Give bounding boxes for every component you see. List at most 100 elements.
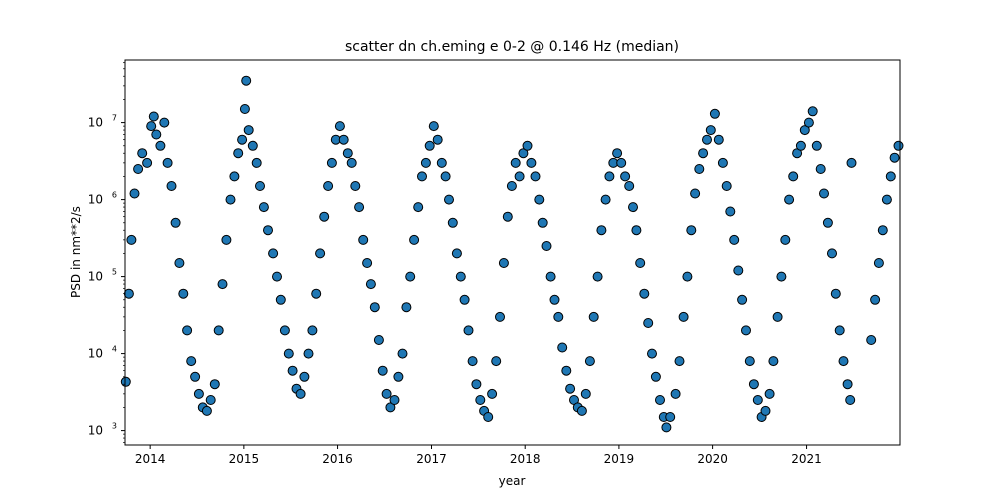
- data-point: [612, 148, 623, 159]
- x-tick-label: 2021: [791, 452, 822, 466]
- data-point: [193, 388, 204, 399]
- data-point: [588, 311, 599, 322]
- data-point: [628, 202, 638, 213]
- data-point: [377, 365, 388, 376]
- data-point: [553, 311, 564, 322]
- data-point: [717, 157, 728, 168]
- data-point: [428, 121, 439, 132]
- x-tick-label: 2020: [697, 452, 728, 466]
- data-point: [451, 248, 462, 259]
- data-point: [764, 388, 775, 399]
- data-point: [702, 134, 712, 145]
- data-point: [346, 157, 357, 168]
- data-point: [166, 181, 177, 191]
- plot-frame: [124, 59, 901, 446]
- data-point: [307, 325, 318, 336]
- data-point: [205, 395, 216, 405]
- data-point: [186, 356, 197, 367]
- data-point: [323, 181, 334, 191]
- data-point: [842, 379, 853, 390]
- x-tick-label: 2018: [510, 452, 541, 466]
- data-point: [463, 325, 474, 336]
- data-point: [639, 288, 650, 299]
- data-point: [362, 258, 373, 268]
- data-point: [279, 325, 290, 336]
- data-point: [334, 121, 345, 132]
- data-point: [459, 294, 470, 305]
- y-tick-exponent: 7: [112, 114, 117, 123]
- data-point: [807, 106, 818, 117]
- data-point: [815, 164, 826, 174]
- y-tick-exponent: 5: [112, 268, 117, 277]
- data-point: [123, 288, 134, 299]
- data-point: [877, 225, 888, 236]
- data-point: [272, 271, 282, 282]
- chart-title: scatter dn ch.eming e 0-2 @ 0.146 Hz (me…: [345, 39, 679, 55]
- data-point: [243, 125, 254, 136]
- data-point: [397, 348, 408, 359]
- data-point: [576, 405, 587, 416]
- data-point: [369, 302, 380, 313]
- data-point: [209, 379, 220, 390]
- data-point: [190, 371, 201, 382]
- data-point: [225, 194, 236, 205]
- data-point: [495, 311, 505, 322]
- data-point: [549, 294, 560, 305]
- data-point: [650, 371, 661, 382]
- data-point: [522, 140, 533, 151]
- data-point: [845, 395, 856, 405]
- data-point: [643, 318, 654, 328]
- data-point: [182, 325, 193, 336]
- data-point: [393, 371, 404, 382]
- data-point: [159, 117, 170, 128]
- data-point: [592, 271, 603, 282]
- data-point: [647, 348, 657, 359]
- data-point: [413, 202, 424, 213]
- data-point: [514, 171, 525, 182]
- data-point: [221, 234, 232, 245]
- data-point: [545, 271, 556, 282]
- data-point: [239, 104, 250, 114]
- data-point: [170, 217, 181, 228]
- data-point: [420, 157, 431, 168]
- data-point: [541, 241, 552, 251]
- y-tick-label: 10: [88, 424, 103, 438]
- data-point: [674, 356, 685, 367]
- x-tick-label: 2015: [229, 452, 260, 466]
- data-point: [686, 225, 697, 236]
- data-point: [417, 171, 427, 182]
- data-point: [596, 225, 607, 236]
- data-point: [487, 388, 498, 399]
- data-point: [866, 335, 877, 345]
- data-point: [381, 388, 392, 399]
- data-point: [283, 348, 294, 359]
- data-point: [873, 258, 884, 268]
- data-point: [760, 405, 771, 416]
- data-point: [534, 194, 545, 205]
- data-point: [748, 379, 759, 390]
- data-point: [510, 157, 521, 168]
- data-point: [255, 181, 265, 191]
- data-point: [129, 188, 140, 199]
- data-point: [881, 194, 892, 205]
- data-point: [409, 234, 420, 245]
- data-point: [752, 395, 763, 405]
- data-point: [768, 356, 779, 367]
- data-point: [471, 379, 482, 390]
- data-point: [405, 271, 416, 282]
- data-point: [795, 140, 806, 151]
- data-point: [561, 365, 572, 376]
- data-point: [584, 356, 595, 367]
- data-point: [178, 288, 189, 299]
- data-point: [713, 134, 724, 145]
- data-point: [483, 412, 494, 422]
- data-point: [811, 140, 822, 151]
- y-tick-label: 10: [88, 193, 103, 207]
- data-point: [893, 140, 904, 151]
- y-tick-exponent: 6: [112, 191, 117, 200]
- data-point: [217, 279, 228, 290]
- data-point: [729, 234, 740, 245]
- data-point: [326, 157, 337, 168]
- data-point: [241, 75, 252, 86]
- data-point: [447, 217, 458, 228]
